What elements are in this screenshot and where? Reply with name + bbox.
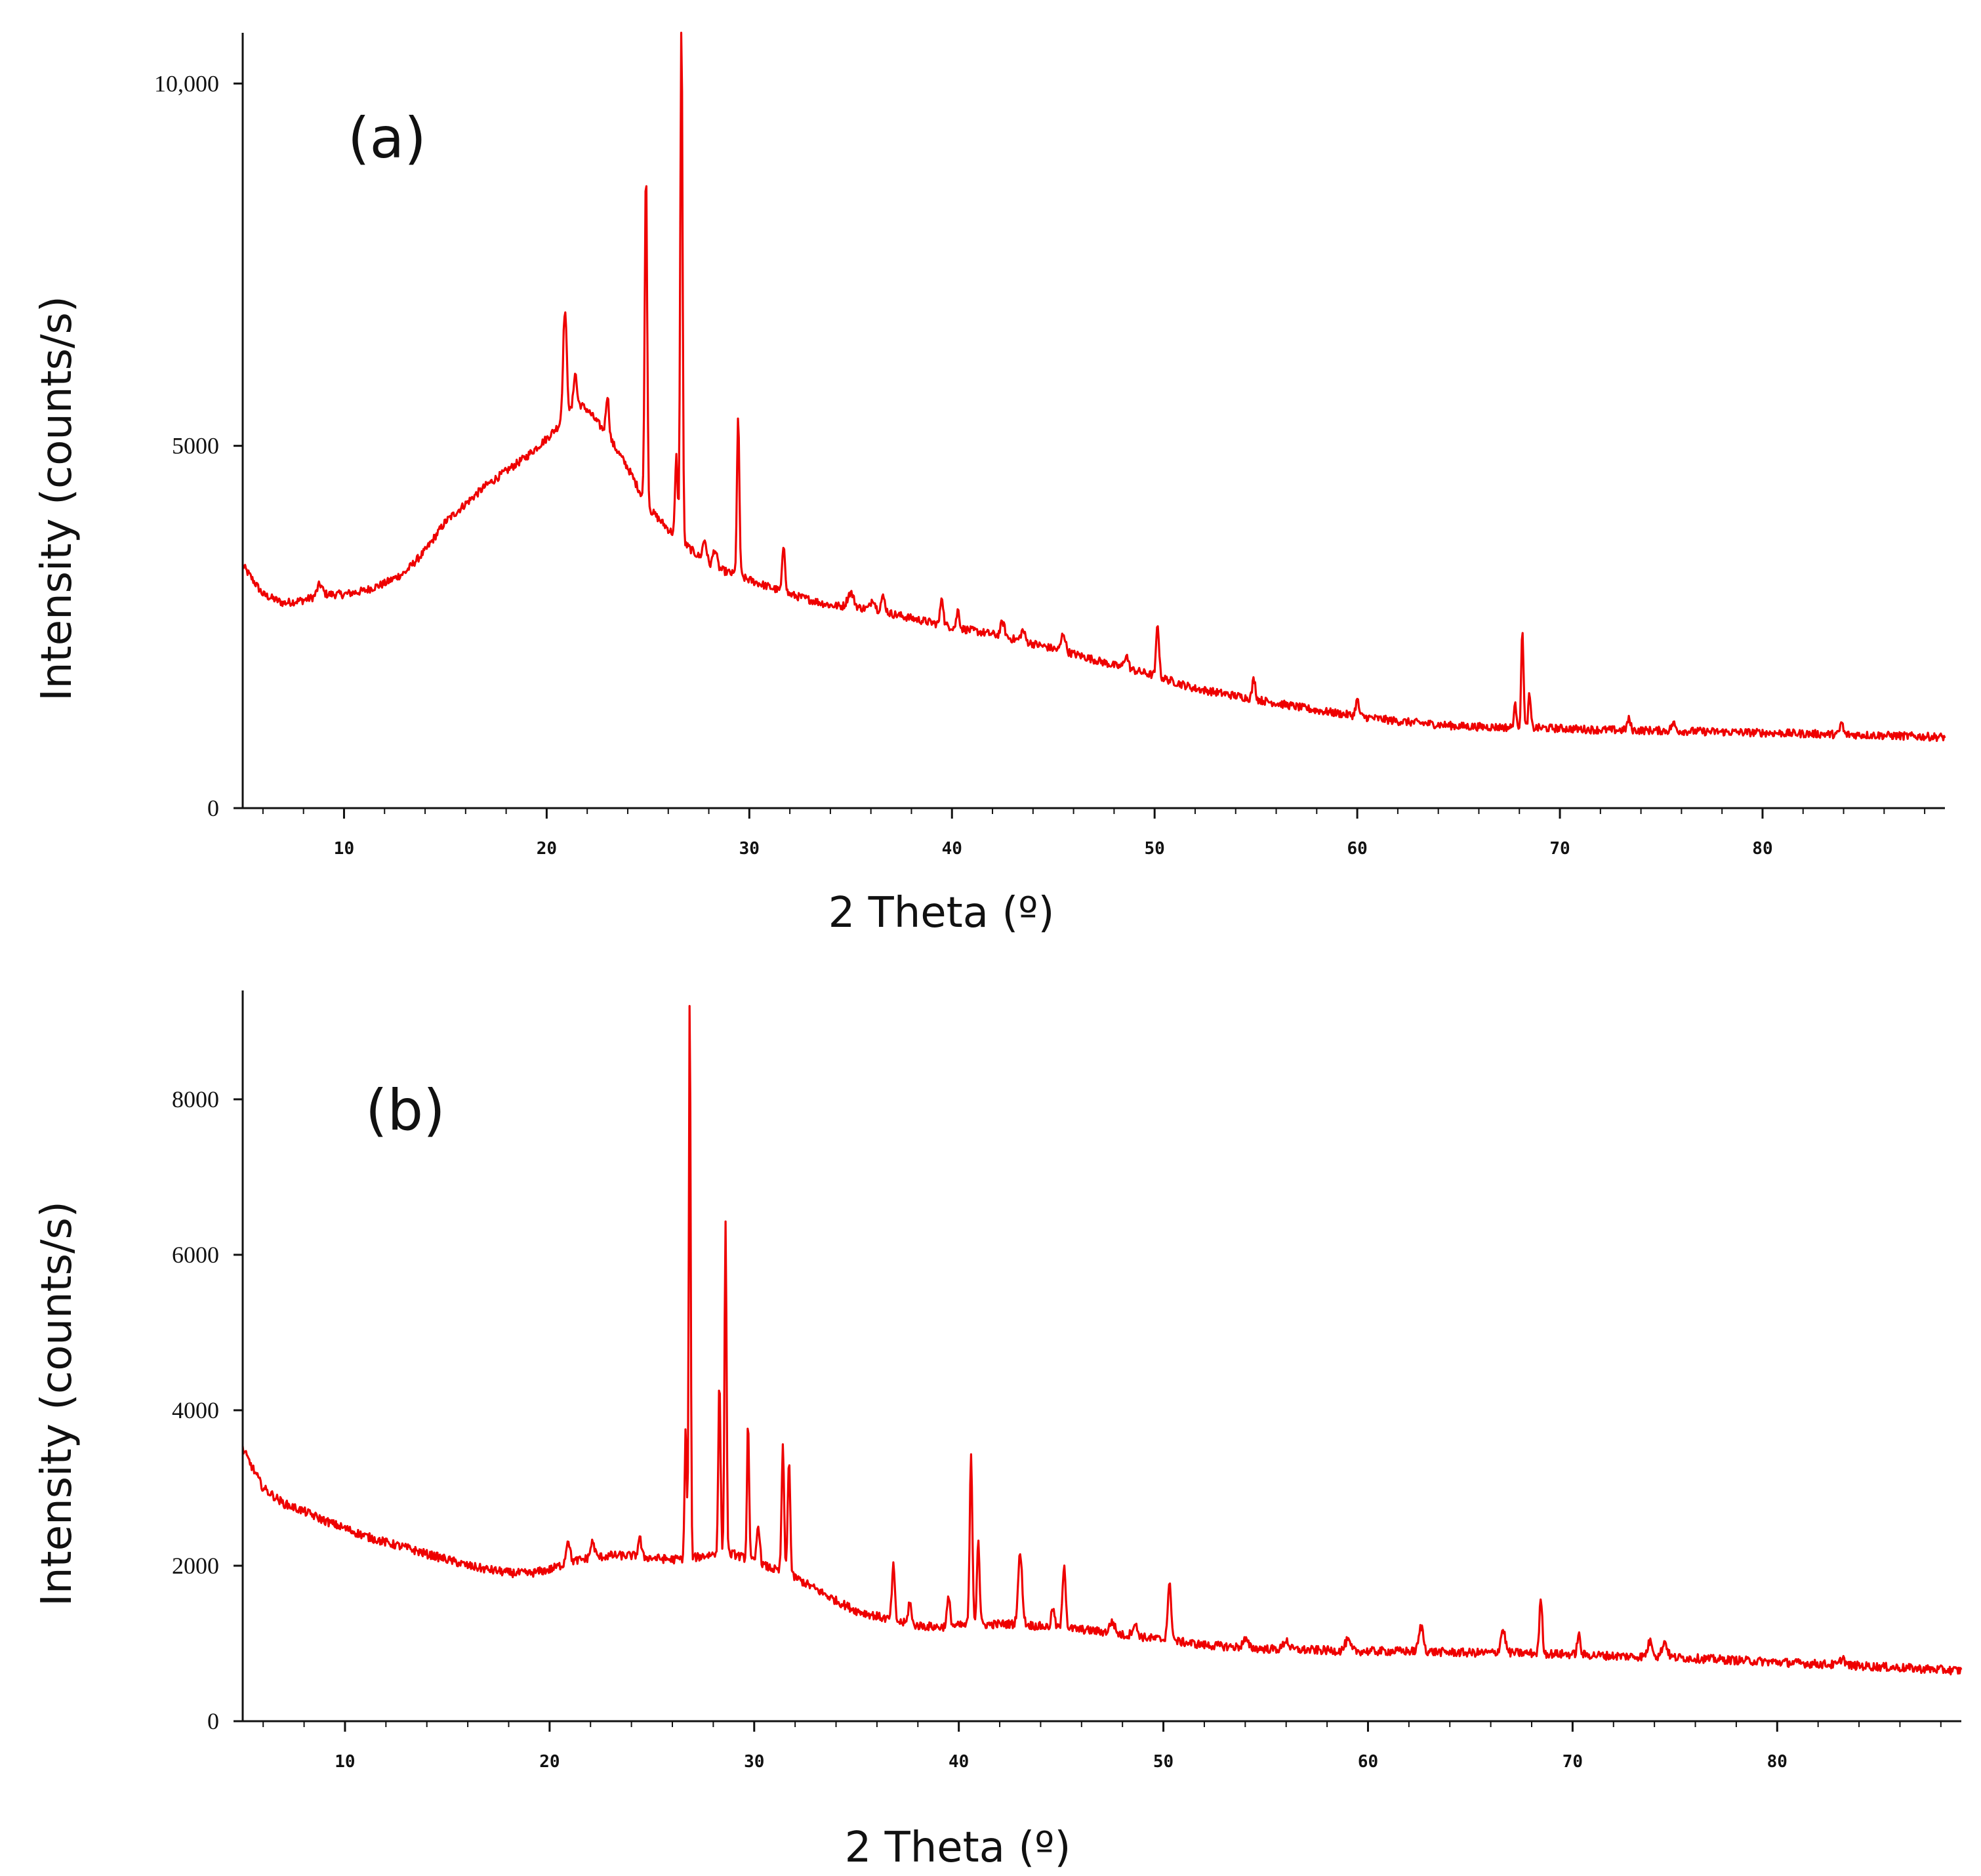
x-tick-label: 10: [335, 1752, 355, 1772]
panel-b-axes: [241, 990, 1961, 1723]
panel-b-diffraction-trace: [241, 1005, 1963, 1676]
x-tick-label: 20: [539, 1752, 560, 1772]
x-tick-label: 40: [949, 1752, 969, 1772]
x-tick-label: 10: [334, 839, 354, 859]
y-tick-label: 8000: [172, 1086, 219, 1112]
y-tick-label: 6000: [172, 1242, 219, 1268]
panel-a-x-axis-title: 2 Theta (º): [828, 889, 1055, 937]
x-tick-label: 60: [1347, 839, 1367, 859]
x-tick-label: 60: [1358, 1752, 1378, 1772]
x-tick-label: 30: [739, 839, 760, 859]
y-tick-label: 10,000: [154, 70, 219, 96]
x-tick-label: 70: [1549, 839, 1570, 859]
x-tick-label: 50: [1153, 1752, 1174, 1772]
x-tick-label: 80: [1767, 1752, 1787, 1772]
panel-a-chart: (a) 0 5000 10,000 10 20 30 40 50 60 70 80 2 Theta …: [33, 31, 1946, 937]
panel-a-diffraction-trace: [241, 31, 1946, 743]
x-tick-label: 40: [942, 839, 962, 859]
y-tick-label: 4000: [172, 1397, 219, 1423]
x-tick-label: 50: [1145, 839, 1165, 859]
panel-b-y-axis-title: Intensity (counts/s): [33, 1201, 81, 1606]
panel-b-chart: (b) 0 2000 4000 6000 8000 10 20 30 40 50 60 70 80 2 …: [33, 990, 1963, 1872]
panel-a-y-axis-title: Intensity (counts/s): [33, 296, 81, 701]
x-tick-label: 70: [1562, 1752, 1583, 1772]
y-tick-label: 0: [207, 795, 219, 821]
x-tick-label: 20: [537, 839, 557, 859]
y-tick-label: 0: [207, 1708, 219, 1734]
x-tick-label: 30: [744, 1752, 764, 1772]
panel-b-x-axis-title: 2 Theta (º): [845, 1824, 1071, 1872]
y-tick-label: 2000: [172, 1553, 219, 1579]
panel-b-label: (b): [365, 1078, 445, 1143]
x-tick-label: 80: [1752, 839, 1772, 859]
y-tick-label: 5000: [172, 433, 219, 459]
panel-a-axes: [241, 33, 1945, 809]
panel-a-label: (a): [348, 106, 426, 171]
